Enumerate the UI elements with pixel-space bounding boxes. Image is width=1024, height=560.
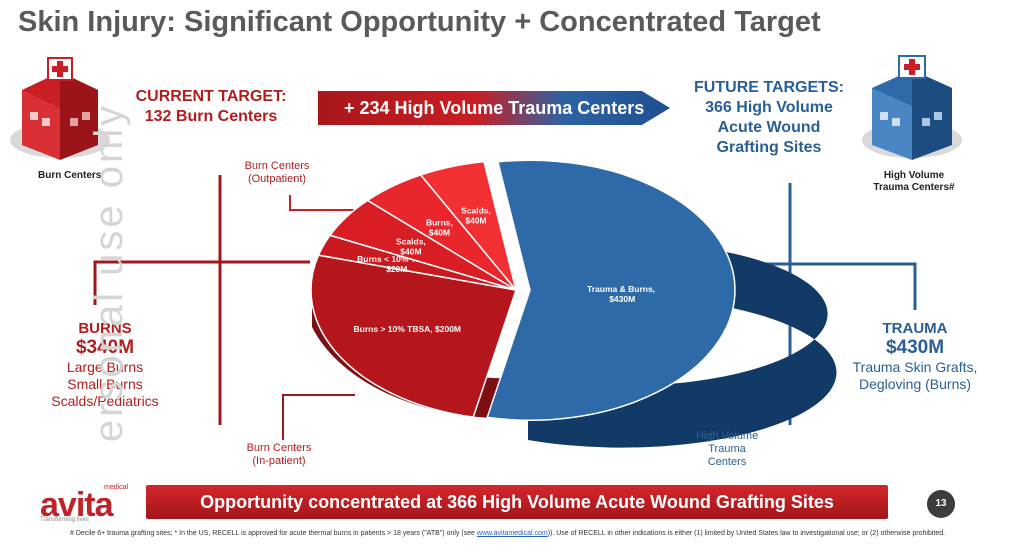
opportunity-banner: Opportunity concentrated at 366 High Vol… bbox=[146, 485, 888, 519]
avita-logo-sup: medical bbox=[104, 484, 129, 491]
burns-amount: $340M bbox=[75, 337, 135, 358]
burns-bracket bbox=[93, 175, 310, 425]
callout-hv-trauma: High Volume Trauma Centers bbox=[672, 430, 782, 469]
callout-hv-trauma-line3: Centers bbox=[707, 456, 747, 468]
trauma-item-2: Degloving (Burns) bbox=[858, 376, 972, 392]
callout-inpatient-line2: (In-patient) bbox=[252, 455, 306, 467]
trauma-center-hospital-icon bbox=[862, 55, 962, 160]
pie-chart: Trauma & Burns, $430M Burns > 10% TBSA, $… bbox=[310, 159, 837, 448]
current-target-heading: CURRENT TARGET: bbox=[135, 88, 287, 105]
current-target-sub: 132 Burn Centers bbox=[144, 108, 278, 125]
pie-slice-label: Scalds, $40M bbox=[396, 237, 426, 257]
trauma-centers-label-line2: Trauma Centers# bbox=[873, 182, 955, 193]
footnote: # Decile 6+ trauma grafting sites; * In … bbox=[70, 530, 945, 537]
burns-item-3: Scalds/Pediatrics bbox=[51, 393, 159, 409]
pie-slice-label: Burns < 10% TBSA, $20M bbox=[357, 254, 436, 274]
trauma-centers-banner: + 234 High Volume Trauma Centers bbox=[318, 91, 670, 125]
pie-slice-label: Burns > 10% TBSA, $200M bbox=[354, 324, 461, 334]
callout-hv-trauma-line1: High Volume bbox=[695, 430, 759, 442]
footnote-link[interactable]: www.avitamedical.com bbox=[476, 530, 548, 537]
burn-center-hospital-icon bbox=[10, 57, 110, 160]
pie-slice bbox=[310, 254, 517, 418]
future-targets-block: FUTURE TARGETS: 366 High Volume Acute Wo… bbox=[680, 78, 858, 158]
callout-hv-trauma-line2: Trauma bbox=[708, 443, 746, 455]
page-number: 13 bbox=[927, 490, 955, 518]
burns-item-2: Small Burns bbox=[67, 376, 143, 392]
callout-outpatient: Burn Centers (Outpatient) bbox=[222, 160, 332, 186]
future-targets-line3: Grafting Sites bbox=[716, 139, 822, 156]
trauma-heading: TRAUMA bbox=[882, 320, 948, 337]
pie-slice-label: Burns, $40M bbox=[426, 218, 453, 238]
pie-slice bbox=[486, 159, 736, 421]
pie-slice-label: Trauma & Burns, $430M bbox=[587, 284, 657, 304]
burns-summary: BURNS $340M Large Burns Small Burns Scal… bbox=[30, 320, 180, 410]
callout-inpatient: Burn Centers (In-patient) bbox=[224, 442, 334, 468]
future-targets-line2: Acute Wound bbox=[717, 119, 821, 136]
burn-centers-label: Burn Centers bbox=[38, 170, 102, 181]
footnote-post: )). Use of RECELL in other indications i… bbox=[547, 530, 946, 537]
watermark: ersonal use only bbox=[87, 102, 132, 443]
trauma-centers-label: High Volume Trauma Centers# bbox=[862, 170, 966, 194]
burns-item-1: Large Burns bbox=[66, 359, 144, 375]
future-targets-heading: FUTURE TARGETS: bbox=[694, 79, 844, 96]
callout-inpatient-line1: Burn Centers bbox=[246, 442, 312, 454]
avita-logo: avita bbox=[40, 486, 113, 524]
footnote-pre: # Decile 6+ trauma grafting sites; * In … bbox=[70, 530, 477, 537]
trauma-amount: $430M bbox=[885, 337, 945, 358]
burns-heading: BURNS bbox=[78, 320, 132, 337]
trauma-summary: TRAUMA $430M Trauma Skin Grafts, Deglovi… bbox=[840, 320, 990, 393]
callout-outpatient-line2: (Outpatient) bbox=[247, 173, 307, 185]
future-targets-line1: 366 High Volume bbox=[705, 99, 833, 116]
pie-slice bbox=[419, 160, 517, 291]
callout-outpatient-line1: Burn Centers bbox=[244, 160, 310, 172]
avita-logo-tagline: Transforming lives bbox=[40, 517, 89, 523]
trauma-centers-label-line1: High Volume bbox=[883, 170, 945, 181]
trauma-item-1: Trauma Skin Grafts, bbox=[852, 359, 978, 375]
pie-slice-label: Scalds, $40M bbox=[461, 205, 491, 225]
page-title: Skin Injury: Significant Opportunity + C… bbox=[18, 6, 821, 38]
